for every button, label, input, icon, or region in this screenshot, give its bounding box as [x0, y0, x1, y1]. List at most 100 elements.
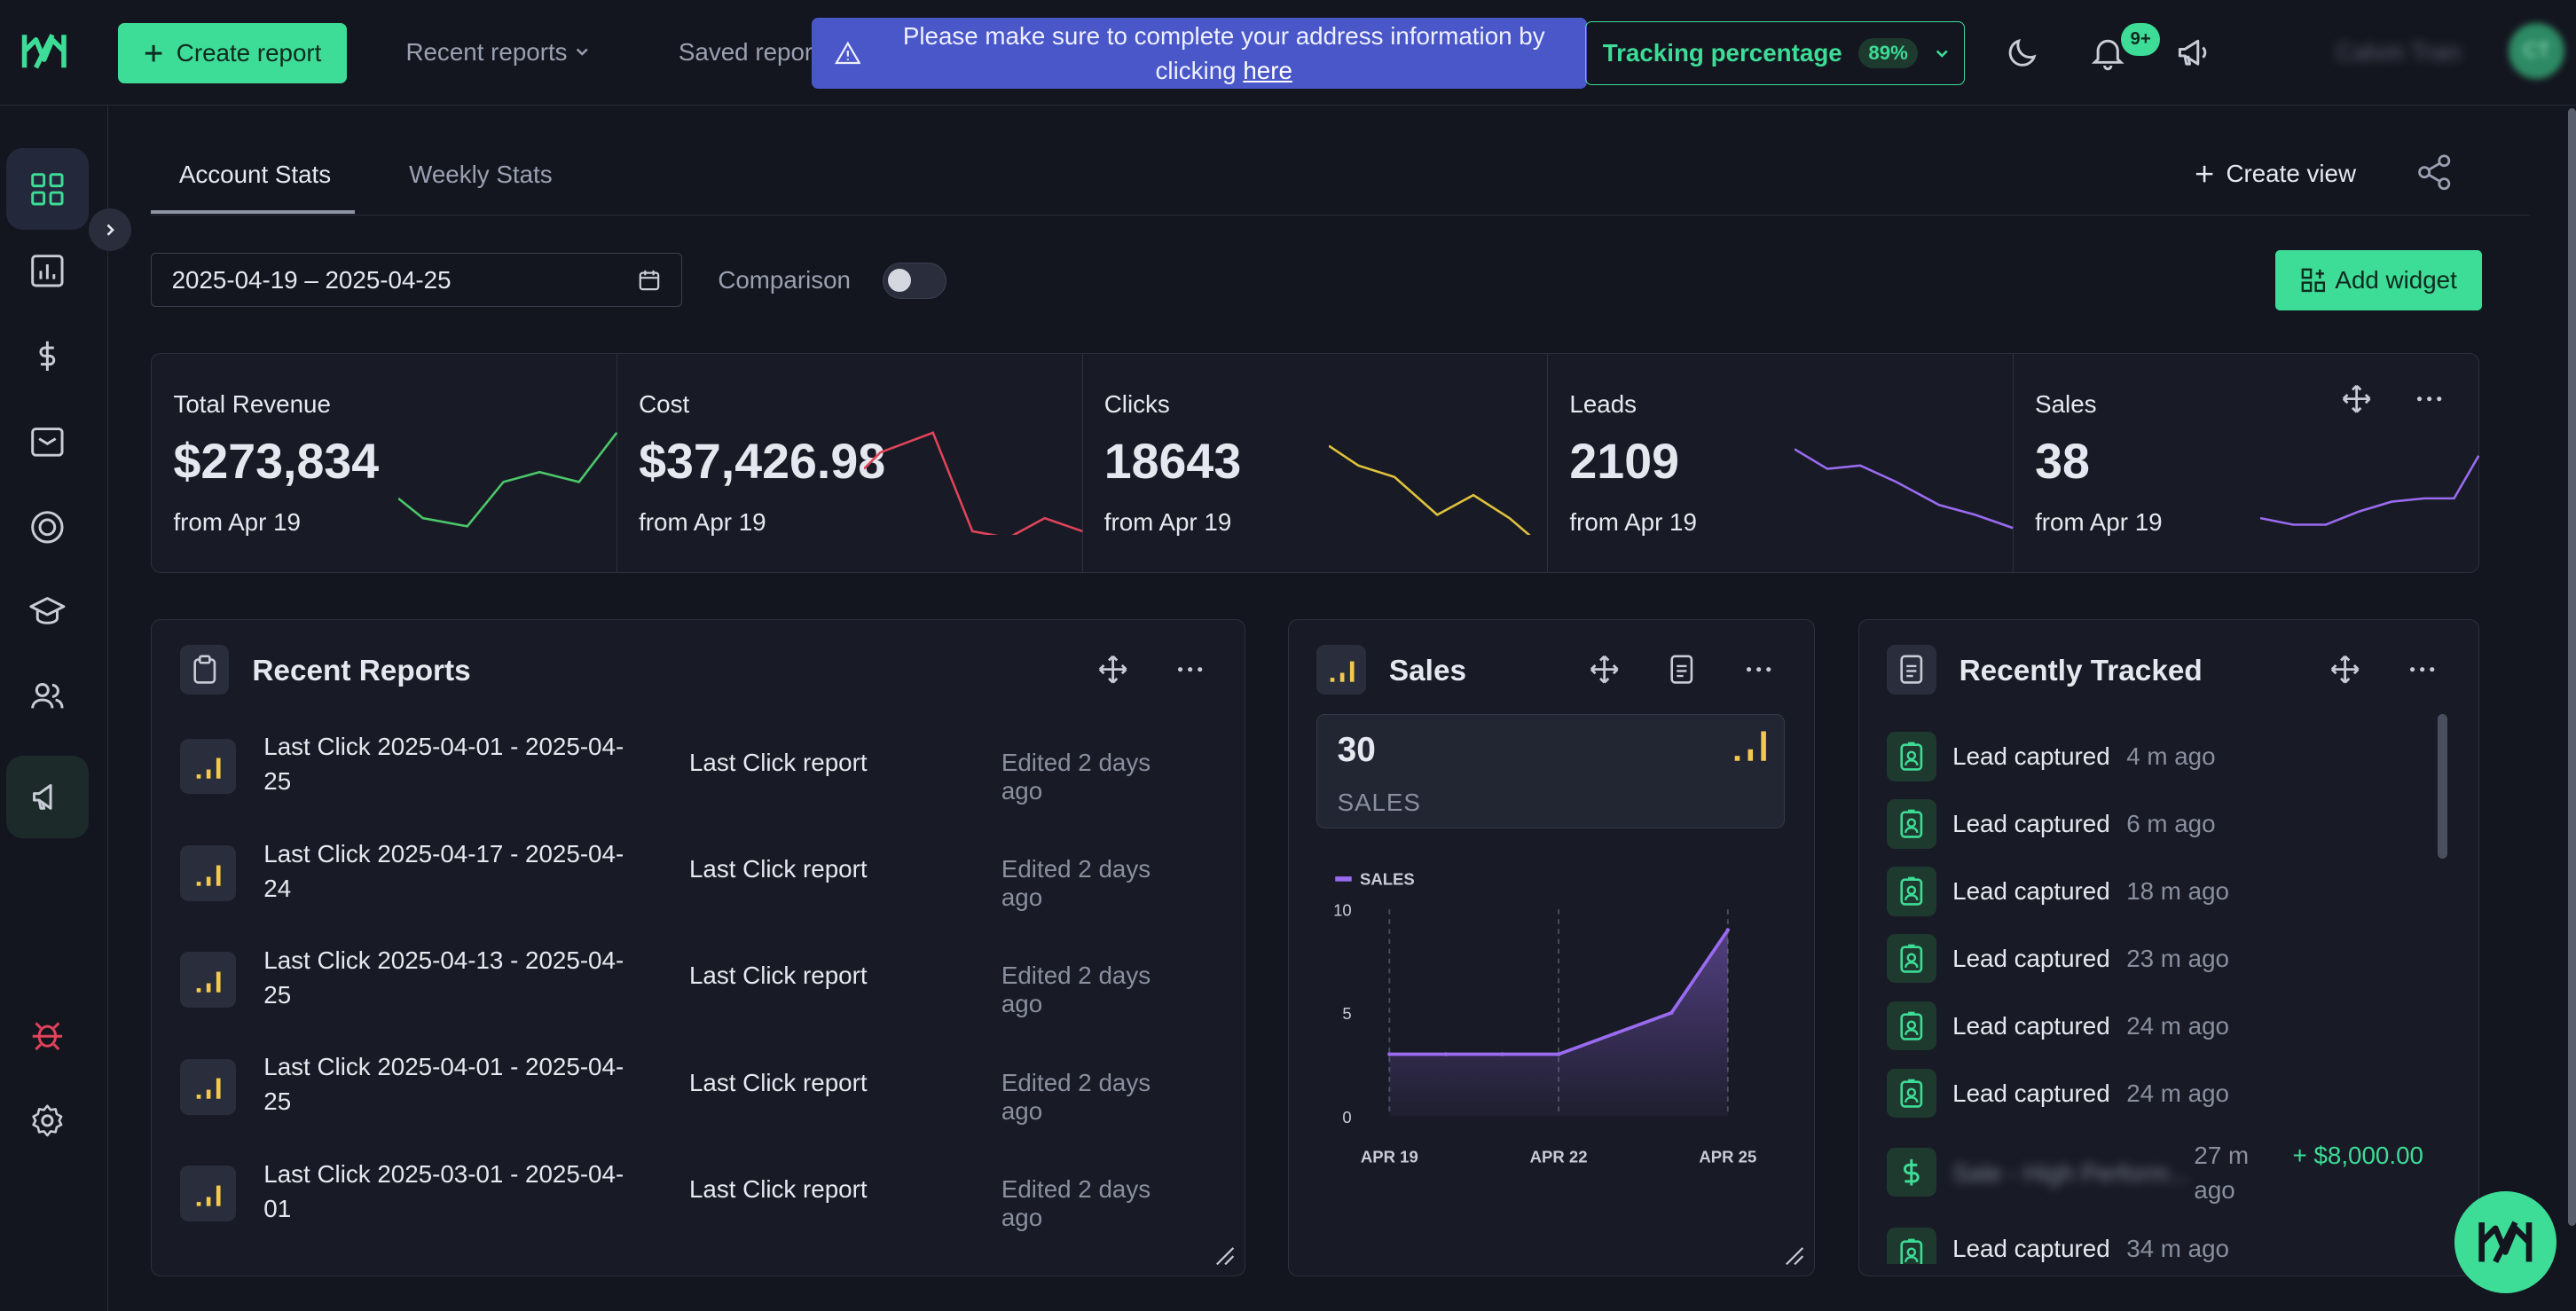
stat-sales[interactable]: Sales 38 from Apr 19	[2014, 354, 2480, 572]
recent-reports-menu[interactable]: Recent reports	[405, 38, 590, 67]
stat-label: Cost	[639, 389, 690, 418]
view-tabs: Account Stats Weekly Stats	[151, 138, 2531, 216]
tracked-label: Lead captured	[1952, 876, 2110, 905]
banner-text: Please make sure to complete your addres…	[902, 22, 1545, 85]
add-widget-button[interactable]: Add widget	[2275, 249, 2483, 311]
create-view-label: Create view	[2226, 159, 2357, 187]
chat-launcher-button[interactable]	[2454, 1190, 2556, 1293]
more-icon[interactable]	[2415, 384, 2444, 413]
sidebar-item-dashboard[interactable]	[6, 147, 89, 231]
comparison-toggle[interactable]	[882, 263, 946, 300]
list-item[interactable]: Lead captured 23 m ago	[1887, 933, 2429, 984]
stat-from: from Apr 19	[1569, 508, 1697, 537]
stat-total-revenue[interactable]: Total Revenue $273,834 from Apr 19	[152, 354, 618, 573]
sidebar-item-tracking[interactable]	[6, 486, 89, 569]
gear-icon	[32, 1104, 63, 1136]
more-icon[interactable]	[1175, 655, 1205, 684]
avatar[interactable]: CT	[2509, 22, 2564, 79]
legend-swatch	[1334, 876, 1352, 882]
stat-from: from Apr 19	[639, 508, 766, 537]
sidebar-collapse-button[interactable]	[89, 208, 132, 252]
document-icon[interactable]	[1669, 655, 1695, 684]
list-item[interactable]: Lead captured 24 m ago	[1887, 1001, 2429, 1051]
list-item[interactable]: Last Click 2025-04-13 - 2025-04-25 Last …	[179, 938, 1198, 1021]
resize-handle-icon[interactable]	[1785, 1246, 1804, 1266]
banner-link[interactable]: here	[1243, 57, 1292, 85]
stat-clicks[interactable]: Clicks 18643 from Apr 19	[1083, 354, 1549, 573]
list-item[interactable]: Lead captured 18 m ago	[1887, 867, 2429, 916]
move-icon[interactable]	[1098, 655, 1127, 684]
report-bars-icon	[179, 1166, 236, 1222]
lead-badge-icon	[1887, 799, 1936, 849]
list-item[interactable]: Lead captured 34 m ago	[1887, 1228, 2429, 1265]
sidebar-item-academy[interactable]	[6, 570, 89, 653]
stat-cost[interactable]: Cost $37,426.98 from Apr 19	[617, 354, 1083, 573]
list-item[interactable]: Last Click 2025-04-01 - 2025-04-25 Last …	[179, 1046, 1198, 1128]
list-item[interactable]: Last Click 2025-03-01 - 2025-04-01 Last …	[179, 1152, 1198, 1235]
sidebar-item-inbox[interactable]	[6, 401, 89, 483]
move-icon[interactable]	[2342, 384, 2371, 413]
tracked-time: 34 m ago	[2126, 1234, 2229, 1262]
report-name: Last Click 2025-04-17 - 2025-04-24	[263, 839, 624, 902]
toggle-knob	[888, 268, 911, 292]
dollar-icon	[39, 341, 56, 372]
list-item[interactable]: Last Click 2025-04-17 - 2025-04-24 Last …	[179, 832, 1198, 915]
sidebar-item-campaigns[interactable]	[6, 755, 89, 838]
sidebar-item-billing[interactable]	[6, 316, 89, 398]
sidebar-item-team[interactable]	[6, 656, 89, 738]
report-name: Last Click 2025-04-13 - 2025-04-25	[263, 946, 624, 1009]
add-widget-icon	[2301, 268, 2325, 292]
megaphone-icon[interactable]	[2173, 33, 2212, 72]
list-item[interactable]: Last Click 2025-04-01 - 2025-04-25 Last …	[179, 726, 1198, 808]
app-logo-icon[interactable]	[20, 27, 69, 76]
lead-badge-icon	[1887, 1068, 1936, 1119]
list-item[interactable]: Lead captured 6 m ago	[1887, 799, 2429, 849]
app-logo-icon	[2478, 1221, 2533, 1263]
moon-icon[interactable]	[2003, 33, 2042, 72]
page-scrollbar[interactable]	[2567, 108, 2576, 1311]
sidebar-item-reports[interactable]	[6, 230, 89, 312]
report-edited: Edited 2 days ago	[1001, 748, 1151, 805]
target-icon	[31, 511, 64, 544]
scrollbar-thumb[interactable]	[2567, 108, 2576, 1226]
scrollbar[interactable]	[2437, 713, 2447, 859]
grid-icon	[31, 172, 64, 206]
report-edited: Edited 2 days ago	[1001, 1068, 1151, 1125]
account-stats-strip: Total Revenue $273,834 from Apr 19 Cost …	[151, 353, 2480, 574]
saved-reports-menu[interactable]: Saved repor	[679, 38, 813, 67]
list-item[interactable]: Lead captured 24 m ago	[1887, 1068, 2429, 1119]
move-icon[interactable]	[1590, 655, 1619, 684]
create-view-button[interactable]: Create view	[2195, 160, 2356, 188]
lead-badge-icon	[1887, 1228, 1936, 1265]
bell-icon[interactable]	[2088, 33, 2127, 72]
stat-label: Total Revenue	[173, 389, 331, 418]
tracking-percentage-dropdown[interactable]: Tracking percentage 89%	[1585, 21, 1965, 86]
lead-badge-icon	[1887, 933, 1936, 984]
share-icon[interactable]	[2415, 153, 2454, 192]
date-range-input[interactable]: 2025-04-19 – 2025-04-25	[151, 253, 682, 308]
user-name[interactable]: Calvin Tran	[2336, 37, 2461, 66]
stat-label: Clicks	[1103, 389, 1170, 418]
more-icon[interactable]	[2407, 655, 2437, 684]
stat-leads[interactable]: Leads 2109 from Apr 19	[1548, 354, 2014, 573]
sales-point	[1725, 928, 1730, 932]
more-icon[interactable]	[1744, 655, 1773, 684]
create-report-button[interactable]: Create report	[118, 22, 347, 84]
move-icon[interactable]	[2330, 655, 2360, 684]
sidebar-item-settings[interactable]	[6, 1079, 89, 1162]
notifications-badge: 9+	[2120, 22, 2161, 56]
report-type: Last Click report	[688, 1068, 868, 1096]
resize-handle-icon[interactable]	[1215, 1246, 1235, 1266]
report-edited: Edited 2 days ago	[1001, 962, 1151, 1018]
sidebar-item-debug[interactable]	[6, 993, 89, 1076]
stat-value: $273,834	[173, 434, 380, 490]
lead-badge-icon	[1887, 867, 1936, 916]
lead-badge-icon	[1887, 1001, 1936, 1051]
list-item[interactable]: Lead captured 4 m ago	[1887, 732, 2429, 781]
tracked-label: Lead captured	[1952, 742, 2110, 770]
list-item[interactable]: Sale - High Perform... 27 m ago + $8,000…	[1887, 1139, 2429, 1211]
tab-weekly-stats[interactable]: Weekly Stats	[409, 161, 553, 189]
tab-account-stats[interactable]: Account Stats	[178, 161, 332, 189]
address-warning-banner: Please make sure to complete your addres…	[811, 18, 1588, 89]
report-bars-icon	[179, 738, 236, 795]
